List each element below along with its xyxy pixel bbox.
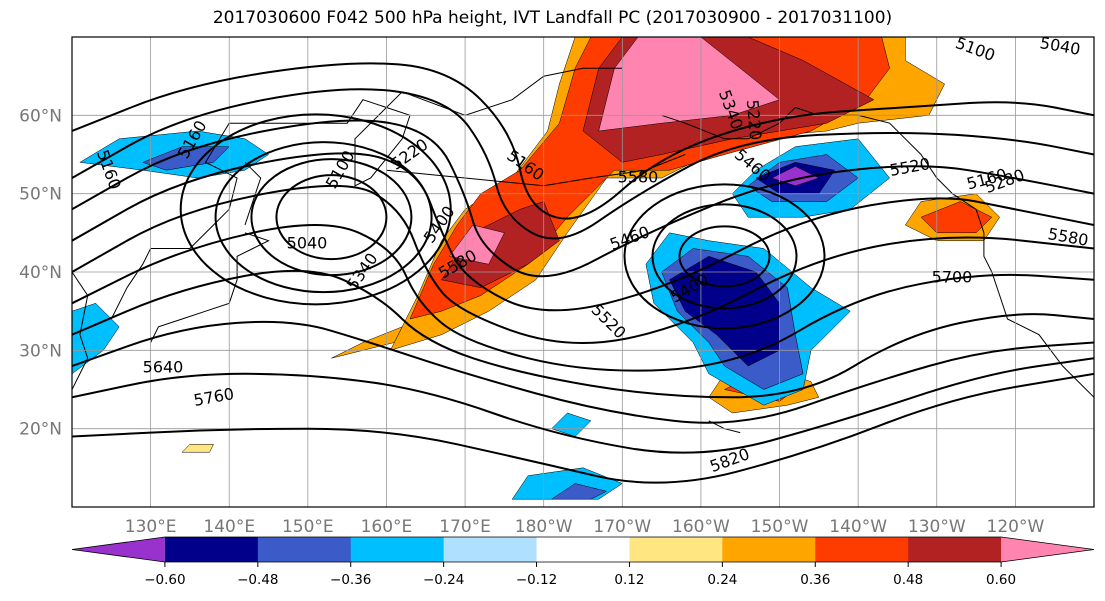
colorbar: −0.60 −0.48 −0.36 −0.24 −0.12 0.12 0.24 0.36 0.4… — [71, 536, 1095, 588]
colorbar-segment — [722, 537, 816, 562]
colorbar-tick-label: 0.36 — [800, 572, 830, 588]
colorbar-extend-low — [72, 537, 165, 562]
contour-label: 5700 — [932, 268, 973, 287]
colorbar-segment — [443, 537, 538, 562]
colorbar-segment — [536, 537, 630, 562]
contour-line-9 — [72, 372, 1094, 484]
pc-negative-alaska-purple — [771, 166, 820, 187]
pc-negative-west-cyan — [72, 303, 120, 375]
contour-line-0 — [72, 62, 1094, 220]
x-tick-label: 170°W — [593, 517, 651, 537]
colorbar-extend-high — [1001, 537, 1094, 562]
colorbar-segment — [350, 537, 445, 562]
contour-5520-low — [623, 183, 826, 330]
contour-line-7 — [72, 320, 1094, 424]
height-contours — [72, 62, 1094, 484]
x-tick-label: 170°E — [439, 517, 491, 537]
contour-5220 — [179, 113, 452, 306]
contour-line-3 — [72, 152, 1094, 312]
colorbar-segment — [257, 537, 352, 562]
colorbar-tick-label: 0.48 — [893, 572, 923, 588]
pc-positive-tiny — [181, 444, 214, 453]
colorbar-tick-label: −0.12 — [516, 572, 557, 588]
colorbar-tick-label: −0.24 — [423, 572, 464, 588]
coast-sakhalin — [244, 161, 262, 226]
contour-5160 — [214, 141, 433, 294]
contour-5400-low — [678, 225, 771, 288]
y-tick-label: 20°N — [19, 420, 62, 440]
pc-negative-small-cyan — [551, 412, 592, 437]
colorbar-tick-label: −0.36 — [330, 572, 371, 588]
y-tick-label: 30°N — [19, 341, 62, 361]
colorbar-segment — [908, 537, 1002, 562]
x-tick-label: 150°W — [751, 517, 809, 537]
colorbar-tick-label: 0.12 — [614, 572, 644, 588]
x-tick-label: 140°W — [829, 517, 887, 537]
contour-line-8 — [72, 357, 1094, 454]
x-tick-label: 140°E — [203, 517, 255, 537]
colorbar-tick-label: 0.60 — [986, 572, 1016, 588]
y-tick-label: 40°N — [19, 263, 62, 283]
contour-line-6 — [72, 269, 1094, 399]
contour-label: 5220 — [743, 99, 765, 141]
colorbar-segment — [815, 537, 909, 562]
colorbar-segment — [629, 537, 723, 562]
x-tick-label: 130°E — [125, 517, 177, 537]
x-tick-label: 130°W — [908, 517, 966, 537]
coast-china — [72, 271, 89, 390]
contour-label: 5580 — [618, 168, 659, 187]
colorbar-tick-label: −0.60 — [144, 572, 185, 588]
colorbar-segment — [164, 537, 259, 562]
y-tick-label: 60°N — [19, 106, 62, 126]
contour-5460-low — [651, 203, 798, 310]
x-tick-label: 160°E — [361, 517, 413, 537]
x-tick-label: 180°W — [515, 517, 573, 537]
contour-line-5 — [72, 224, 1094, 372]
pc-negative-south-blue — [550, 483, 608, 500]
pc-positive-coast-red — [920, 201, 993, 234]
y-tick-label: 50°N — [19, 185, 62, 205]
contour-line-4 — [72, 184, 1094, 344]
colorbar-tick-label: 0.24 — [707, 572, 737, 588]
axis-ticks: 130°E 140°E 150°E 160°E 170°E 180°W 170°W 160°W… — [19, 106, 1044, 537]
contour-line-1 — [72, 88, 1094, 240]
contour-line-2 — [72, 119, 1094, 278]
x-tick-label: 150°E — [282, 517, 334, 537]
map-frame — [71, 36, 1095, 508]
contour-5040 — [275, 174, 388, 261]
contour-label: 5640 — [143, 358, 184, 377]
colorbar-tick-label: −0.48 — [237, 572, 278, 588]
x-tick-label: 160°W — [672, 517, 730, 537]
x-tick-label: 120°W — [987, 517, 1045, 537]
chart-title: 2017030600 F042 500 hPa height, IVT Land… — [212, 8, 893, 28]
contour-label: 5040 — [287, 234, 328, 253]
